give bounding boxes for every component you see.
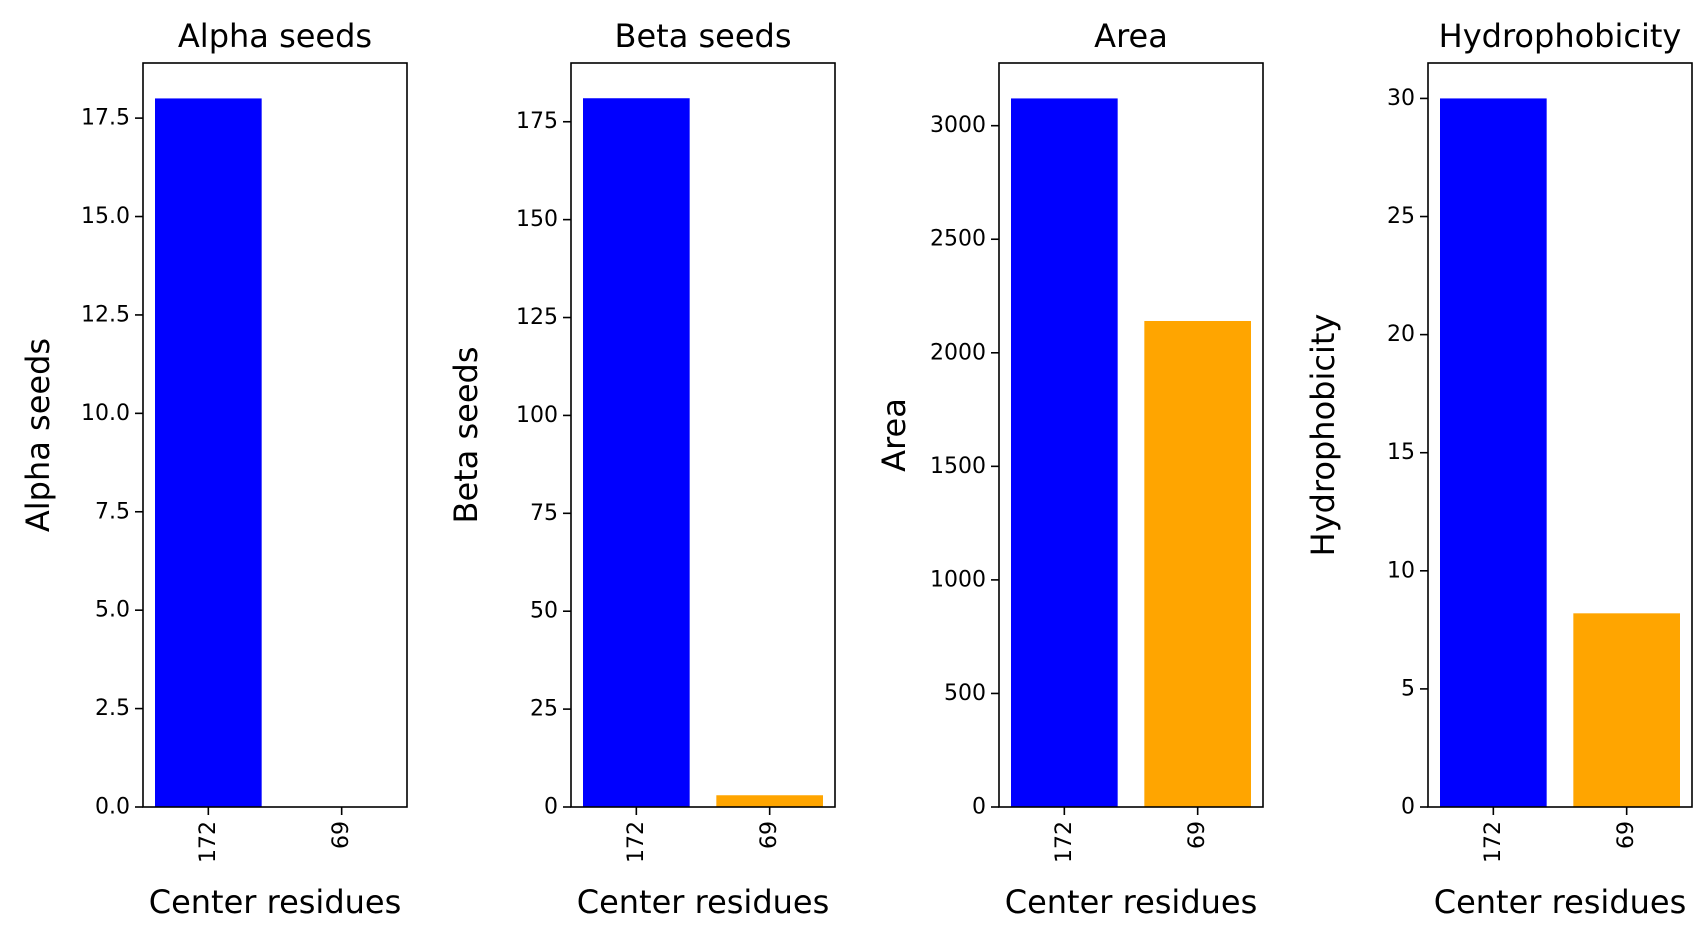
chart-title: Hydrophobicity — [1439, 17, 1682, 55]
y-tick-label: 3000 — [930, 113, 986, 138]
bar-69 — [1144, 320, 1251, 807]
y-axis-label: Hydrophobicity — [1304, 314, 1342, 557]
bar-172 — [155, 98, 262, 807]
y-tick-label: 10.0 — [81, 401, 130, 426]
x-axis-label: Center residues — [577, 883, 830, 921]
chart-panel-1: 0.0 2.5 5.0 7.5 10.0 12.5 15.0 17.5 172 69 Alpha s… — [19, 17, 408, 921]
y-axis-label: Area — [875, 398, 913, 472]
y-axis-label: Alpha seeds — [19, 338, 57, 532]
y-tick-label: 25 — [530, 697, 558, 722]
y-tick-label: 0.0 — [95, 795, 130, 820]
bar-172 — [583, 98, 690, 807]
y-tick-label: 2000 — [930, 340, 986, 365]
x-axis-label: Center residues — [1005, 883, 1258, 921]
y-axis-label: Beta seeds — [447, 347, 485, 524]
axes-frame — [570, 62, 836, 808]
x-tick-label: 172 — [624, 821, 649, 863]
bar-69 — [1573, 613, 1680, 807]
y-tick-label: 12.5 — [81, 302, 130, 327]
y-tick-label: 1500 — [930, 454, 986, 479]
x-tick-label: 172 — [196, 821, 221, 863]
x-tick-label: 69 — [329, 821, 354, 849]
x-axis-label: Center residues — [149, 883, 402, 921]
y-tick-label: 0 — [972, 795, 986, 820]
chart-panel-4: 0 5 10 15 20 25 30 172 69 Hydrophobicity Center re… — [1304, 17, 1693, 921]
y-tick-label: 5 — [1401, 676, 1415, 701]
bar-172 — [1440, 98, 1547, 807]
x-tick-label: 69 — [757, 821, 782, 849]
y-tick-label: 125 — [516, 305, 558, 330]
y-tick-label: 50 — [530, 599, 558, 624]
chart-title: Alpha seeds — [178, 17, 372, 55]
y-tick-label: 15 — [1387, 440, 1415, 465]
y-tick-label: 75 — [530, 501, 558, 526]
y-tick-label: 500 — [944, 681, 986, 706]
axes-frame — [1427, 62, 1693, 808]
y-tick-label: 0 — [1401, 795, 1415, 820]
y-tick-label: 5.0 — [95, 598, 130, 623]
x-tick-label: 69 — [1614, 821, 1639, 849]
axes-frame — [998, 62, 1264, 808]
chart-panel-2: 0 25 50 75 100 125 150 175 172 69 Beta seeds Center… — [447, 17, 836, 921]
y-tick-label: 0 — [544, 795, 558, 820]
bar-172 — [1011, 98, 1118, 807]
x-tick-label: 69 — [1185, 821, 1210, 849]
chart-title: Area — [1094, 17, 1168, 55]
y-tick-label: 175 — [516, 109, 558, 134]
x-tick-label: 172 — [1481, 821, 1506, 863]
x-tick-label: 172 — [1052, 821, 1077, 863]
y-tick-label: 10 — [1387, 558, 1415, 583]
chart-panel-3: 0 500 1000 1500 2000 2500 3000 172 69 Area Center … — [875, 17, 1264, 921]
y-tick-label: 100 — [516, 403, 558, 428]
y-tick-label: 150 — [516, 207, 558, 232]
y-tick-label: 20 — [1387, 322, 1415, 347]
axes-frame — [142, 62, 408, 808]
y-tick-label: 25 — [1387, 204, 1415, 229]
chart-title: Beta seeds — [615, 17, 792, 55]
y-tick-label: 7.5 — [95, 499, 130, 524]
y-tick-label: 2500 — [930, 227, 986, 252]
y-tick-label: 30 — [1387, 86, 1415, 111]
bar-69 — [716, 795, 823, 807]
y-tick-label: 2.5 — [95, 696, 130, 721]
y-tick-label: 1000 — [930, 567, 986, 592]
x-axis-label: Center residues — [1434, 883, 1687, 921]
y-tick-label: 17.5 — [81, 106, 130, 131]
y-tick-label: 15.0 — [81, 204, 130, 229]
